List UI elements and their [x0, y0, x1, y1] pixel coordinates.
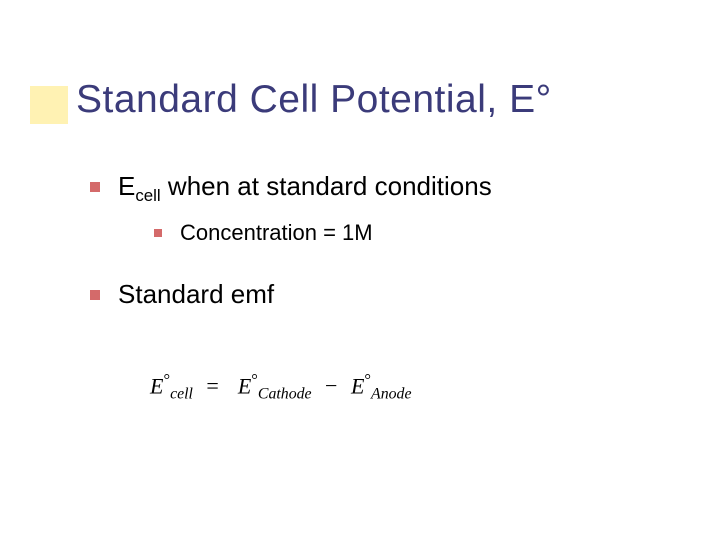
- square-bullet-icon: [90, 290, 100, 300]
- eq-degree: °: [251, 370, 258, 389]
- bullet-item-1: Ecell when at standard conditions: [90, 170, 680, 207]
- equation-block: E°cell = E°Cathode − E°Anode: [150, 370, 411, 404]
- e-subscript: cell: [135, 186, 160, 205]
- eq-lhs-E: E: [150, 373, 163, 398]
- eq-rhs1-E: E: [238, 373, 251, 398]
- eq-rhs2-sub: Anode: [371, 386, 411, 403]
- eq-equals: =: [198, 373, 226, 398]
- title-block: Standard Cell Potential, E°: [40, 78, 690, 122]
- eq-lhs-sub: cell: [170, 386, 193, 403]
- e-symbol: E: [118, 171, 135, 201]
- slide: Standard Cell Potential, E° Ecell when a…: [0, 0, 720, 540]
- bullet-item-2: Standard emf: [90, 278, 680, 312]
- bullet-text: Standard emf: [118, 278, 274, 312]
- slide-title: Standard Cell Potential, E°: [40, 78, 690, 122]
- bullet-text: Ecell when at standard conditions: [118, 170, 492, 207]
- bullet-text: Concentration = 1M: [180, 219, 373, 248]
- square-bullet-icon: [90, 182, 100, 192]
- eq-rhs1-sub: Cathode: [258, 386, 312, 403]
- equation: E°cell = E°Cathode − E°Anode: [150, 370, 411, 404]
- eq-rhs2-E: E: [351, 373, 364, 398]
- eq-minus: −: [317, 373, 345, 398]
- square-bullet-icon: [154, 229, 162, 237]
- bullet-item-1-1: Concentration = 1M: [154, 219, 680, 248]
- bullet-suffix: when at standard conditions: [161, 171, 492, 201]
- content-area: Ecell when at standard conditions Concen…: [90, 170, 680, 322]
